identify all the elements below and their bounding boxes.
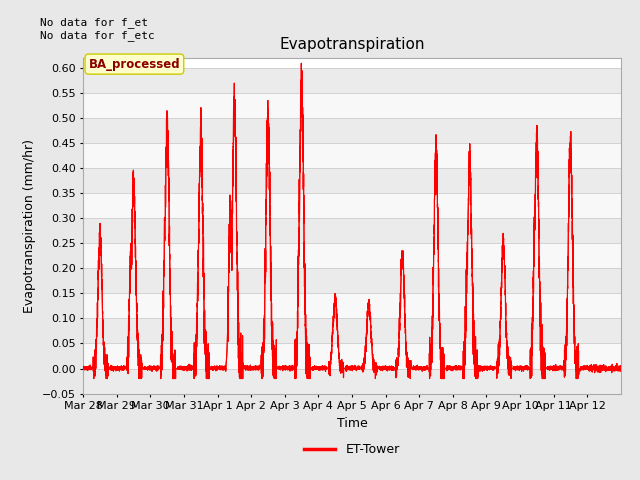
Legend: ET-Tower: ET-Tower: [300, 438, 404, 461]
Y-axis label: Evapotranspiration (mm/hr): Evapotranspiration (mm/hr): [23, 139, 36, 312]
Title: Evapotranspiration: Evapotranspiration: [279, 37, 425, 52]
Bar: [83, 68, 621, 93]
Bar: [83, 369, 621, 394]
Bar: [83, 318, 621, 344]
Bar: [83, 168, 621, 193]
Bar: [83, 344, 621, 369]
Bar: [83, 293, 621, 318]
Bar: [83, 268, 621, 293]
Bar: [83, 193, 621, 218]
X-axis label: Time: Time: [337, 417, 367, 430]
Bar: [83, 218, 621, 243]
Text: No data for f_et
No data for f_etc: No data for f_et No data for f_etc: [40, 17, 155, 41]
Text: BA_processed: BA_processed: [88, 58, 180, 71]
Bar: [83, 93, 621, 118]
Bar: [83, 143, 621, 168]
Bar: [83, 118, 621, 143]
Bar: [83, 243, 621, 268]
